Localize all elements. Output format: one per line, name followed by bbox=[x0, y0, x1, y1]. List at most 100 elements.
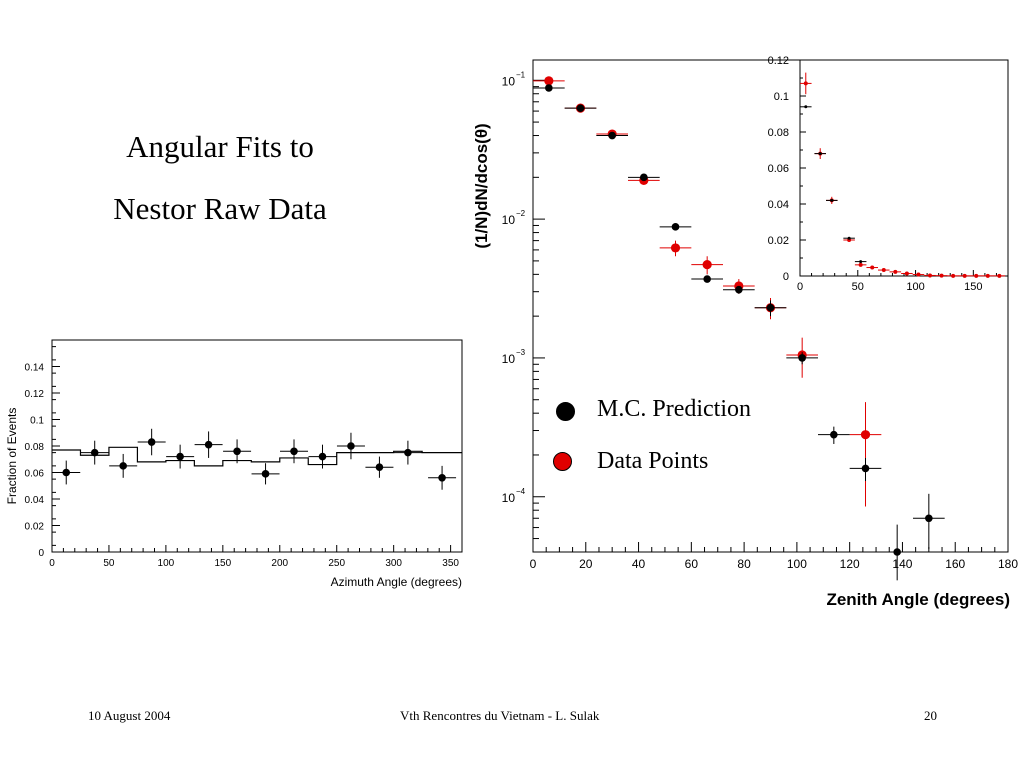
zenith-inset-data-point bbox=[962, 273, 967, 278]
zenith-inset-data-point bbox=[904, 271, 909, 276]
zenith-x-tick-label: 20 bbox=[579, 557, 593, 571]
zenith-inset-y-tick-label: 0 bbox=[783, 271, 789, 283]
zenith-inset-y-tick-label: 0.12 bbox=[768, 55, 789, 67]
zenith-x-axis-label: Zenith Angle (degrees) bbox=[826, 590, 1010, 609]
zenith-inset-y-tick-label: 0.1 bbox=[774, 91, 789, 103]
zenith-x-tick-label: 140 bbox=[892, 557, 912, 571]
zenith-inset-data-point bbox=[974, 273, 979, 278]
zenith-inset-x-tick-label: 50 bbox=[852, 281, 864, 293]
zenith-inset-data-point bbox=[985, 273, 990, 278]
zenith-mc-point bbox=[608, 131, 616, 140]
legend-data-marker bbox=[553, 452, 572, 471]
azimuth-plot-frame bbox=[51, 339, 463, 553]
azimuth-y-tick-label: 0.04 bbox=[25, 495, 45, 506]
zenith-mc-point bbox=[893, 548, 901, 556]
zenith-x-tick-label: 160 bbox=[945, 557, 965, 571]
zenith-mc-point bbox=[798, 354, 806, 362]
azimuth-data-point bbox=[176, 452, 184, 461]
zenith-mc-point bbox=[766, 303, 775, 312]
zenith-y-axis-label: (1/N)dN/dcos(θ) bbox=[472, 123, 491, 248]
azimuth-y-tick-label: 0.14 bbox=[25, 363, 45, 374]
zenith-inset-data-point bbox=[939, 273, 944, 278]
zenith-inset-data-point bbox=[893, 269, 898, 274]
azimuth-data-point bbox=[204, 440, 213, 449]
legend-mc-marker bbox=[556, 402, 575, 421]
zenith-x-tick-label: 80 bbox=[737, 557, 751, 571]
azimuth-data-point bbox=[147, 438, 156, 446]
zenith-inset-data-point bbox=[997, 273, 1002, 278]
zenith-mc-point bbox=[671, 223, 680, 231]
azimuth-x-tick-label: 100 bbox=[158, 558, 175, 569]
zenith-y-tick-exponent: −4 bbox=[516, 487, 526, 496]
zenith-mc-point bbox=[925, 514, 933, 523]
azimuth-y-tick-label: 0.08 bbox=[25, 442, 45, 453]
zenith-y-tick-label: 10 bbox=[502, 491, 516, 505]
zenith-inset-data-point bbox=[870, 265, 875, 270]
slide-title: Angular Fits to Nestor Raw Data bbox=[60, 116, 380, 240]
zenith-inset-chart: 0 50 100 150 0 0.02 0.04 0.06 0.08 0.1 0.12 bbox=[768, 55, 1009, 293]
zenith-inset-y-tick-label: 0.04 bbox=[768, 199, 789, 211]
zenith-mc-point bbox=[545, 84, 553, 92]
zenith-chart: 0 20 40 60 80 100 120 140 160 18010−110−210−310−4… bbox=[472, 59, 1018, 609]
zenith-y-tick-label: 10 bbox=[502, 74, 516, 88]
zenith-inset-data-point bbox=[928, 273, 932, 278]
azimuth-data-point bbox=[90, 448, 99, 457]
azimuth-y-tick-label: 0.06 bbox=[25, 469, 45, 480]
azimuth-x-tick-label: 250 bbox=[328, 558, 345, 569]
azimuth-data-point bbox=[404, 448, 412, 457]
footer-page-number: 20 bbox=[924, 708, 937, 723]
zenith-mc-point bbox=[576, 104, 585, 112]
zenith-y-tick-exponent: −3 bbox=[516, 348, 526, 357]
zenith-y-tick-exponent: −1 bbox=[516, 70, 526, 79]
azimuth-chart: 0 50 100 150 200 250 300 350 0 0.02 0.04 0.06 0.08 0.… bbox=[5, 339, 463, 589]
zenith-inset-y-tick-label: 0.08 bbox=[768, 127, 789, 139]
azimuth-y-tick-label: 0.12 bbox=[25, 389, 45, 400]
zenith-inset-x-tick-label: 100 bbox=[906, 281, 924, 293]
zenith-data-point bbox=[544, 76, 554, 86]
azimuth-data-point bbox=[119, 462, 127, 470]
zenith-mc-point bbox=[861, 464, 870, 473]
azimuth-y-axis-label: Fraction of Events bbox=[5, 408, 19, 505]
azimuth-x-tick-label: 50 bbox=[103, 558, 115, 569]
zenith-y-tick-label: 10 bbox=[502, 213, 516, 227]
azimuth-y-tick-label: 0.1 bbox=[30, 416, 44, 427]
zenith-inset-mc-point bbox=[804, 105, 808, 109]
zenith-inset-data-point bbox=[951, 273, 956, 278]
azimuth-x-tick-label: 300 bbox=[385, 558, 402, 569]
zenith-inset-data-point bbox=[916, 272, 921, 277]
azimuth-x-tick-label: 150 bbox=[214, 558, 231, 569]
azimuth-x-tick-label: 0 bbox=[49, 558, 55, 569]
zenith-inset-y-tick-label: 0.02 bbox=[768, 235, 789, 247]
zenith-x-tick-label: 40 bbox=[632, 557, 646, 571]
azimuth-x-tick-label: 350 bbox=[442, 558, 459, 569]
azimuth-x-tick-label: 200 bbox=[271, 558, 288, 569]
zenith-x-tick-label: 100 bbox=[787, 557, 807, 571]
azimuth-x-axis-label: Azimuth Angle (degrees) bbox=[331, 575, 462, 589]
zenith-inset-x-tick-label: 0 bbox=[797, 281, 803, 293]
zenith-data-point bbox=[702, 260, 712, 270]
azimuth-data-point bbox=[347, 442, 355, 450]
azimuth-data-point bbox=[233, 447, 241, 456]
zenith-inset-data-point bbox=[803, 81, 808, 86]
zenith-mc-point bbox=[640, 173, 648, 182]
slide-title-line-1: Angular Fits to bbox=[126, 129, 314, 164]
azimuth-data-point bbox=[62, 468, 71, 477]
zenith-inset-y-tick-label: 0.06 bbox=[768, 163, 789, 175]
zenith-inset-mc-point bbox=[859, 260, 863, 264]
footer-center: Vth Rencontres du Vietnam - L. Sulak bbox=[400, 708, 600, 723]
zenith-inset-mc-point bbox=[847, 236, 851, 240]
slide-title-line-2: Nestor Raw Data bbox=[113, 191, 327, 226]
azimuth-data-point bbox=[375, 463, 384, 472]
zenith-data-point bbox=[860, 430, 871, 440]
zenith-y-tick-label: 10 bbox=[502, 352, 516, 366]
azimuth-mc-histogram bbox=[52, 446, 462, 467]
zenith-x-tick-label: 120 bbox=[840, 557, 860, 571]
zenith-inset-data-point bbox=[858, 262, 863, 267]
zenith-mc-point bbox=[830, 430, 838, 439]
zenith-mc-point bbox=[703, 275, 711, 283]
zenith-inset-frame bbox=[799, 59, 1009, 277]
legend-mc-label: M.C. Prediction bbox=[597, 396, 751, 422]
legend-data-label: Data Points bbox=[597, 448, 709, 474]
zenith-inset-mc-point bbox=[830, 198, 834, 202]
